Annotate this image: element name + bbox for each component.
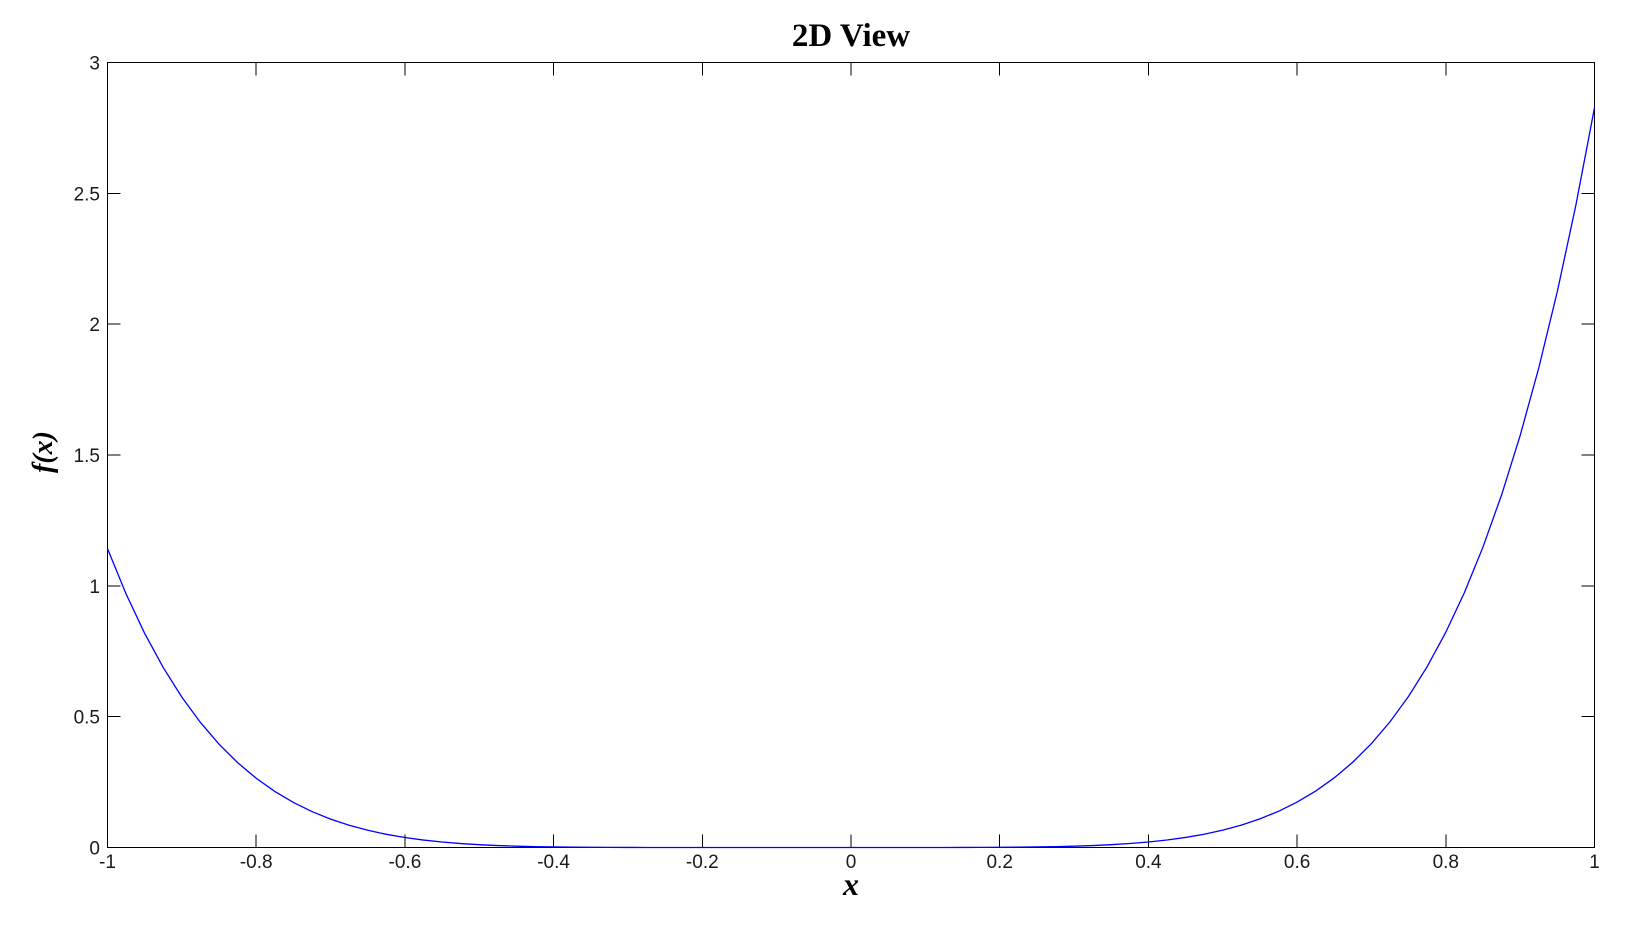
y-tick-label: 2.5 — [74, 184, 100, 205]
x-tick-label: 0.4 — [1135, 852, 1162, 873]
x-tick-label: -0.2 — [686, 852, 719, 873]
axes-box — [107, 62, 1595, 848]
y-ticks — [107, 62, 1595, 848]
y-tick-label: 2 — [89, 315, 100, 336]
x-tick-label: -0.8 — [240, 852, 273, 873]
x-tick-label: -0.6 — [389, 852, 422, 873]
x-tick-label: 0.2 — [986, 852, 1012, 873]
x-tick-labels: -1 -0.8 -0.6 -0.4 -0.2 0 0.2 0.4 0.6 0.8 1 — [99, 852, 1600, 873]
y-tick-label: 0 — [89, 839, 100, 860]
y-tick-label: 1.5 — [74, 446, 100, 467]
y-tick-label: 1 — [89, 577, 100, 598]
x-tick-label: 0 — [846, 852, 857, 873]
y-tick-label: 0.5 — [74, 708, 100, 729]
x-tick-label: -1 — [99, 852, 116, 873]
x-axis-label: x — [842, 866, 859, 902]
y-axis-label: f(x) — [28, 431, 59, 473]
function-curve — [106, 107, 1596, 849]
x-tick-label: 0.8 — [1433, 852, 1459, 873]
x-ticks — [107, 62, 1595, 848]
y-tick-label: 3 — [89, 54, 100, 75]
y-tick-labels: 0 0.5 1 1.5 2 2.5 3 — [74, 54, 100, 860]
x-tick-label: 0.6 — [1284, 852, 1310, 873]
plot-title: 2D View — [792, 18, 910, 54]
x-tick-label: 1 — [1589, 852, 1600, 873]
x-tick-label: -0.4 — [537, 852, 570, 873]
